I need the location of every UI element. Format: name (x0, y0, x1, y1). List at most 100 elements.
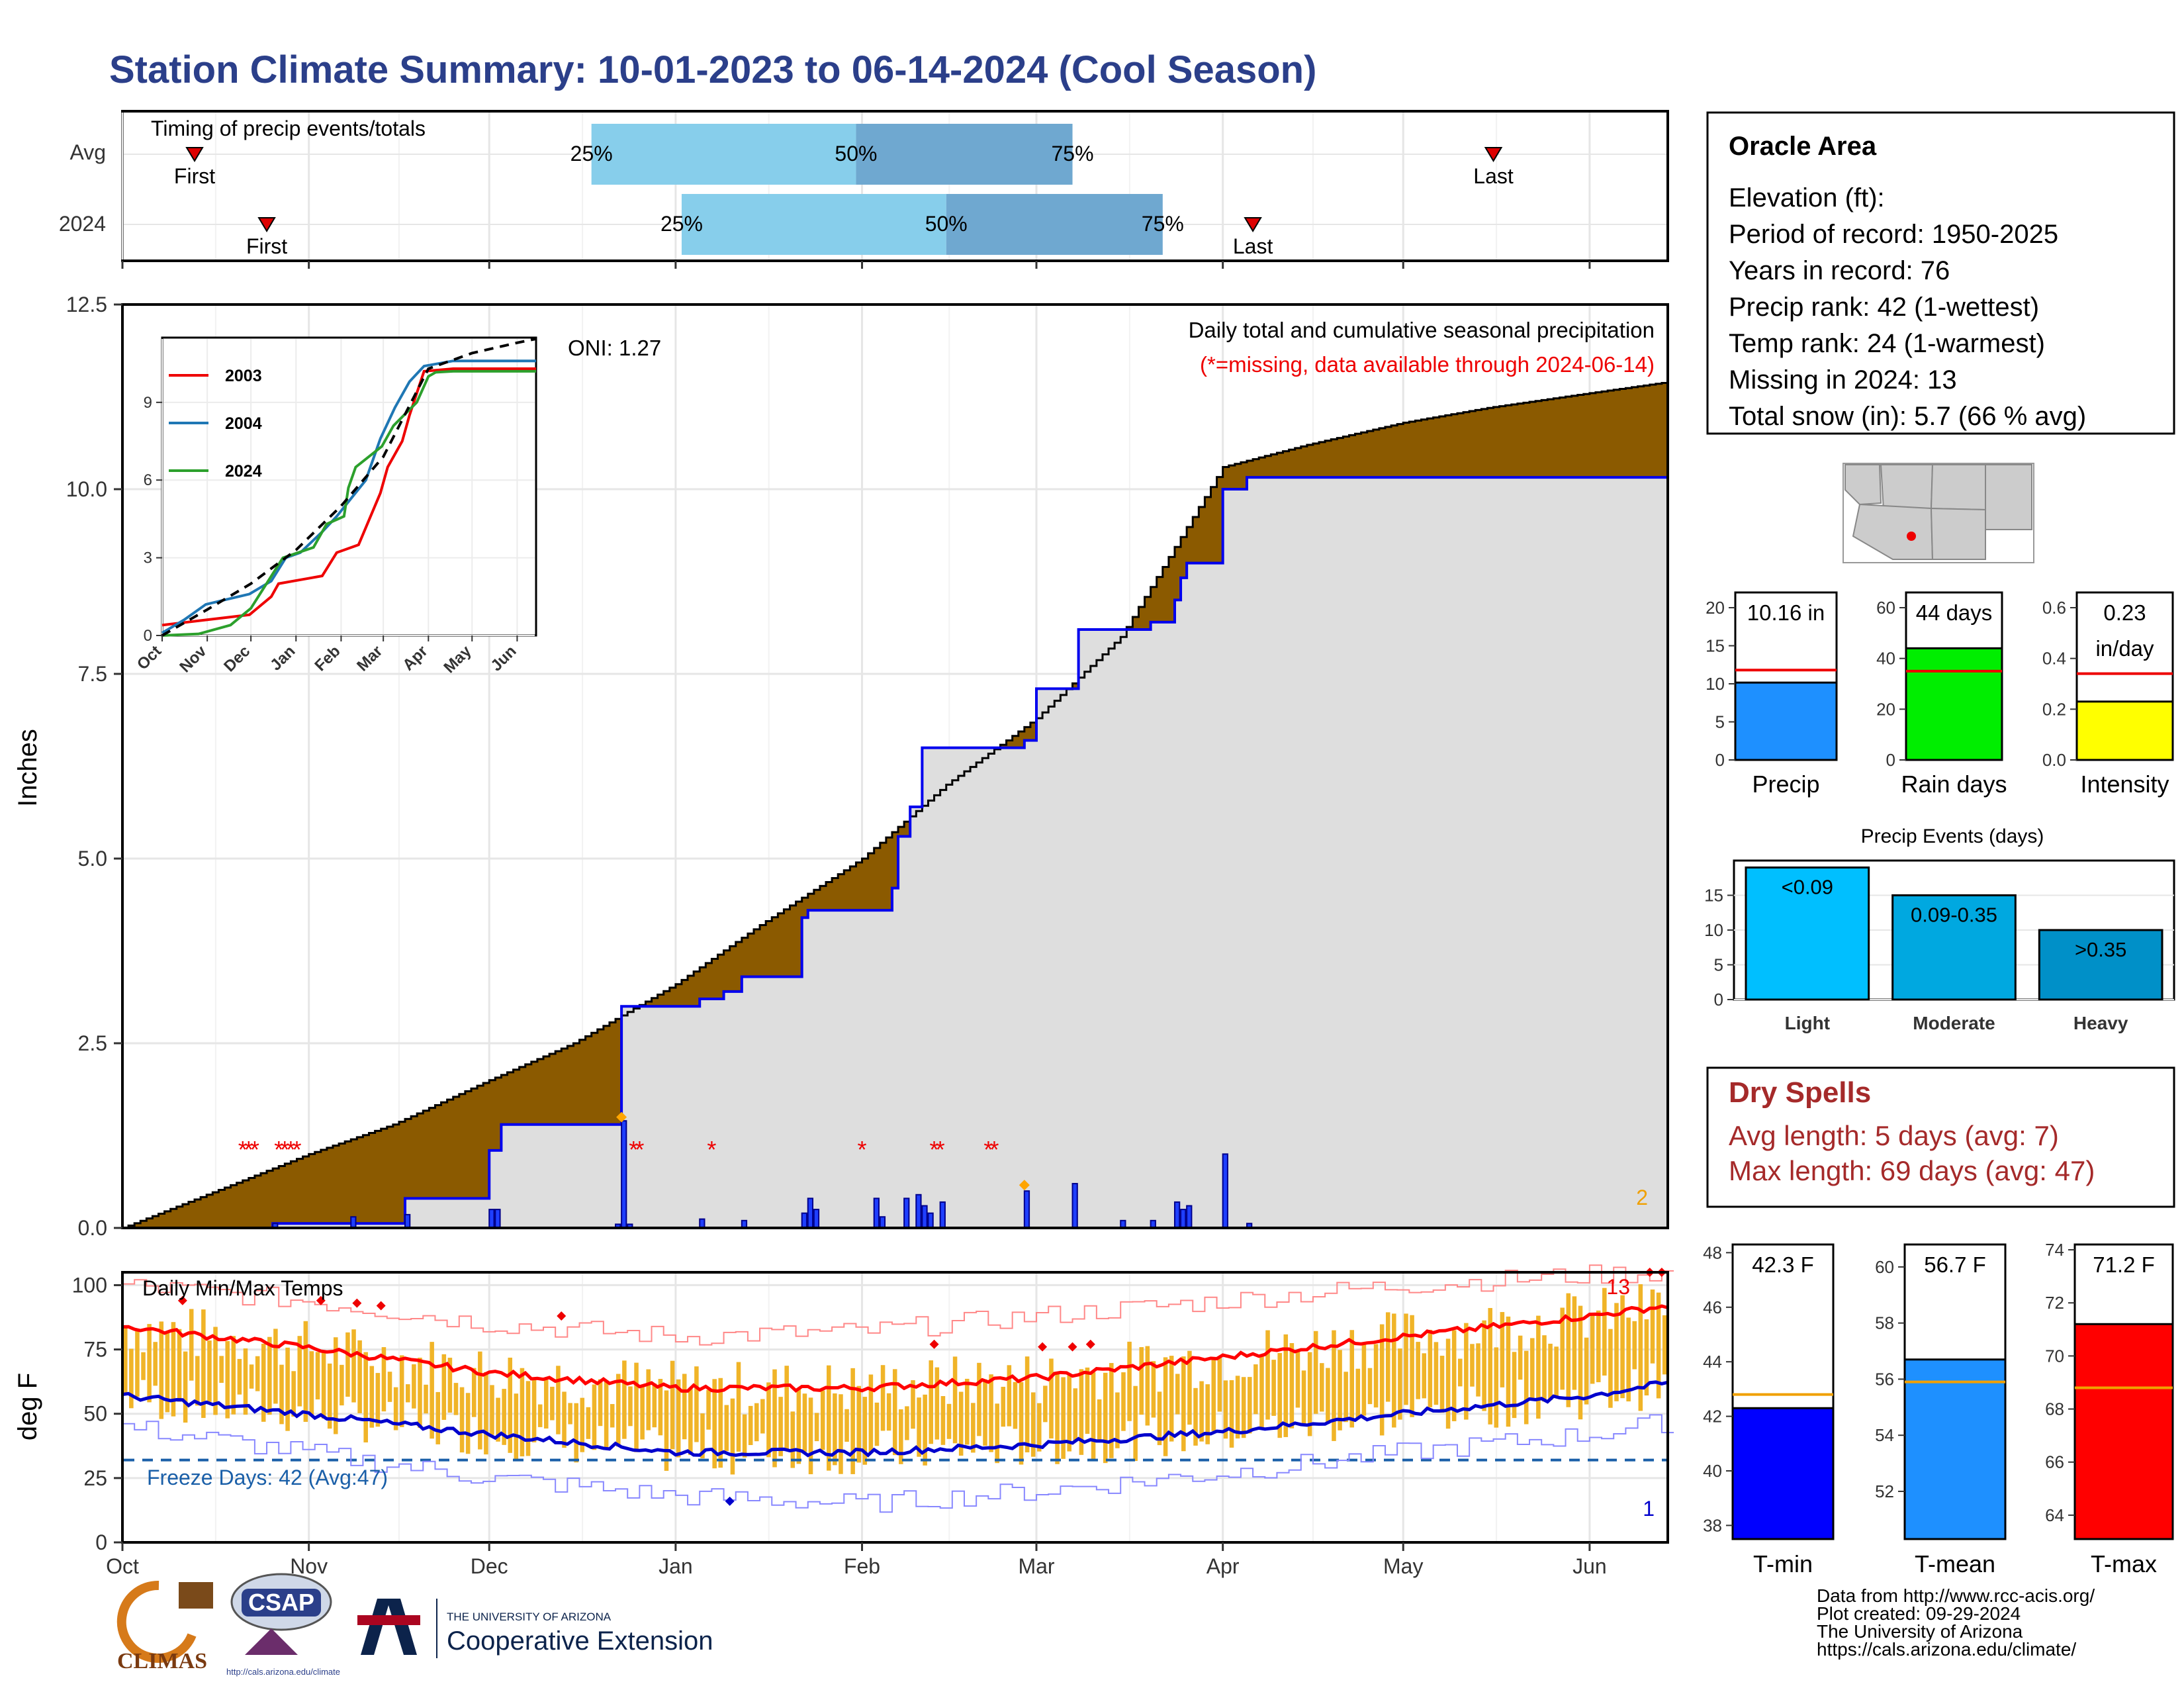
missing-day-marker: * (858, 1136, 867, 1163)
daily-temp-range-bar (628, 1386, 633, 1427)
daily-temp-range-bar (315, 1352, 320, 1400)
intensity-ytick-label: 0.4 (2042, 649, 2066, 669)
daily-temp-range-bar (1145, 1346, 1150, 1426)
daily-temp-range-bar (261, 1343, 266, 1422)
daily-precip-bar (1173, 1201, 1181, 1229)
precip-total-value-label: 10.16 in (1747, 600, 1825, 625)
daily-temp-range-bar (1043, 1385, 1048, 1423)
intensity-ytick-label: 0.2 (2042, 699, 2066, 719)
daily-temp-range-bar (1548, 1343, 1553, 1401)
tmean-ytick-label: 60 (1875, 1257, 1894, 1277)
events-bar-heavy (2038, 929, 2163, 1001)
missing-day-marker: * (936, 1136, 945, 1163)
daily-temp-range-bar (724, 1405, 729, 1452)
intensity-value-label: 0.23 (2103, 600, 2146, 625)
timing-bar-q2 (946, 194, 1163, 255)
daily-temp-range-bar (995, 1403, 999, 1464)
daily-temp-range-bar (1536, 1315, 1541, 1419)
daily-temp-range-bar (892, 1369, 897, 1456)
tmean-value-label: 56.7 F (1924, 1252, 1986, 1277)
inset-legend-label-2024: 2024 (225, 462, 262, 481)
daily-temp-range-bar (1361, 1344, 1367, 1416)
events-ytick-label: 5 (1714, 955, 1723, 975)
precip-ylabel: Inches (13, 729, 42, 807)
daily-temp-range-bar (1181, 1356, 1186, 1452)
daily-temp-range-bar (1109, 1363, 1114, 1458)
daily-temp-range-bar (616, 1374, 621, 1447)
temp-count-low: 1 (1643, 1497, 1655, 1521)
record-high-marker (352, 1298, 362, 1308)
tmin-ytick-label: 38 (1703, 1515, 1722, 1535)
daily-temp-range-bar (868, 1374, 874, 1453)
daily-temp-range-bar (736, 1362, 741, 1452)
avg-cumulative-line (122, 381, 1669, 1229)
daily-temp-range-bar (1530, 1338, 1535, 1399)
daily-temp-range-bar (766, 1382, 771, 1458)
daily-temp-range-bar (1500, 1312, 1505, 1387)
daily-temp-range-bar (520, 1368, 525, 1457)
daily-temp-range-bar (820, 1390, 825, 1450)
daily-temp-range-bar (129, 1348, 134, 1409)
daily-temp-range-bar (453, 1383, 459, 1415)
timing-p25-label: 25% (570, 142, 613, 165)
daily-temp-range-bar (1313, 1331, 1318, 1414)
inset-legend-label-2004: 2004 (225, 414, 262, 433)
daily-temp-range-bar (929, 1360, 934, 1444)
daily-temp-range-bar (345, 1332, 350, 1397)
daily-temp-range-bar (1608, 1329, 1613, 1408)
tmax-ytick-label: 66 (2045, 1452, 2064, 1472)
temp-ylabel: deg F (13, 1373, 42, 1440)
daily-temp-range-bar (1121, 1372, 1126, 1431)
daily-temp-range-bar (543, 1380, 549, 1429)
precip-ytick-label: 2.5 (78, 1031, 107, 1055)
daily-temp-range-bar (1451, 1330, 1457, 1421)
tmin-title: T-min (1753, 1550, 1813, 1577)
daily-temp-range-bar (742, 1414, 747, 1458)
daily-temp-range-bar (165, 1331, 170, 1413)
tmean-ytick-label: 58 (1875, 1313, 1894, 1333)
timing-first-label: First (246, 234, 287, 258)
record-high-marker (1038, 1342, 1048, 1352)
daily-temp-range-bar (983, 1379, 987, 1446)
daily-temp-range-bar (1055, 1373, 1060, 1464)
temp-xtick-label: Apr (1206, 1554, 1240, 1578)
daily-temp-range-bar (1494, 1347, 1499, 1428)
tmean-ytick-label: 54 (1875, 1425, 1894, 1445)
daily-temp-range-bar (303, 1321, 308, 1422)
daily-temp-range-bar (905, 1406, 909, 1440)
daily-temp-range-bar (556, 1366, 561, 1434)
daily-temp-range-bar (989, 1374, 993, 1452)
daily-temp-range-bar (1355, 1368, 1361, 1419)
daily-temp-range-bar (1349, 1330, 1355, 1428)
daily-temp-range-bar (1007, 1365, 1012, 1427)
daily-temp-range-bar (375, 1373, 381, 1427)
info-elevation: Elevation (ft): (1729, 183, 1885, 212)
rain-days-title: Rain days (1901, 771, 2007, 798)
events-category-label: Light (1785, 1013, 1830, 1033)
daily-temp-range-bar (1115, 1392, 1120, 1448)
daily-temp-range-bar (1524, 1350, 1529, 1425)
timing-p75-label: 75% (1142, 212, 1184, 236)
precip-total-ytick-label: 10 (1706, 674, 1725, 694)
daily-temp-range-bar (327, 1363, 332, 1429)
csap-url: http://cals.arizona.edu/climate (226, 1667, 340, 1677)
temp-line-record_min (122, 1414, 1674, 1513)
daily-precip-bar (927, 1212, 934, 1229)
daily-temp-range-bar (1445, 1338, 1451, 1429)
daily-temp-range-bar (1151, 1361, 1156, 1418)
daily-temp-range-bar (1470, 1344, 1475, 1387)
daily-temp-range-bar (1326, 1368, 1330, 1424)
rain-days-bar (1905, 647, 2003, 761)
daily-temp-range-bar (712, 1379, 717, 1469)
daily-precip-bar (1222, 1153, 1228, 1229)
daily-temp-range-bar (652, 1383, 657, 1428)
precip-panel: *** **** ** * * ** ** 0.02.55.07.510.012.5 Inc… (13, 293, 1669, 1240)
daily-temp-range-bar (249, 1364, 254, 1389)
daily-temp-range-bar (1572, 1296, 1577, 1390)
inset-series-avg (161, 337, 537, 637)
daily-temp-range-bar (1193, 1387, 1198, 1446)
rain-days-value-label: 44 days (1916, 600, 1993, 625)
daily-temp-range-bar (1662, 1315, 1667, 1375)
dry-spells-title: Dry Spells (1729, 1076, 1871, 1109)
